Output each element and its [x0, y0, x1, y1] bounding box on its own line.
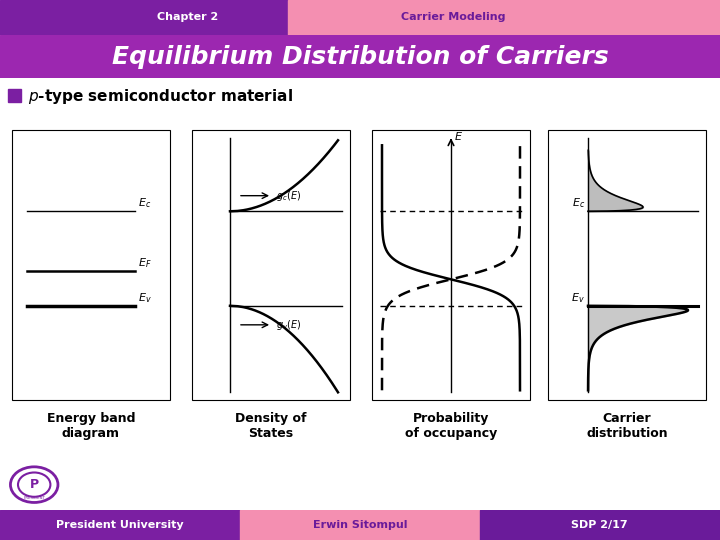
Text: Carrier Modeling: Carrier Modeling [401, 12, 506, 22]
Text: Carrier
distribution: Carrier distribution [586, 413, 668, 440]
Text: Equilibrium Distribution of Carriers: Equilibrium Distribution of Carriers [112, 45, 608, 69]
Text: President University: President University [55, 520, 184, 530]
Bar [548, 130, 706, 400]
Text: $E_c$: $E_c$ [138, 197, 151, 210]
Bar [0, 510, 240, 540]
Text: $\mathit{p}$-type semiconductor material: $\mathit{p}$-type semiconductor material [28, 87, 293, 106]
Text: $E_v$: $E_v$ [138, 291, 152, 305]
Text: PRESIDENT: PRESIDENT [23, 496, 45, 500]
Bar [240, 510, 480, 540]
Text: $g_c(E)$: $g_c(E)$ [276, 188, 301, 202]
Text: Probability
of occupancy: Probability of occupancy [405, 413, 497, 440]
Text: Chapter 2: Chapter 2 [156, 12, 218, 22]
Bar [480, 510, 720, 540]
Bar [288, 0, 720, 35]
Text: $E_v$: $E_v$ [571, 291, 585, 305]
Text: $E$: $E$ [454, 130, 463, 143]
Text: $E_F$: $E_F$ [138, 256, 152, 269]
Text: Density of
States: Density of States [235, 413, 307, 440]
Bar [12, 130, 170, 400]
Text: Erwin Sitompul: Erwin Sitompul [312, 520, 408, 530]
Bar [372, 130, 530, 400]
Text: SDP 2/17: SDP 2/17 [572, 520, 628, 530]
Text: $E_c$: $E_c$ [572, 197, 585, 210]
Text: P: P [30, 478, 39, 491]
Bar [192, 130, 350, 400]
Text: $g_v(E)$: $g_v(E)$ [276, 318, 302, 332]
Text: Energy band
diagram: Energy band diagram [47, 413, 135, 440]
Bar [8, 89, 21, 102]
